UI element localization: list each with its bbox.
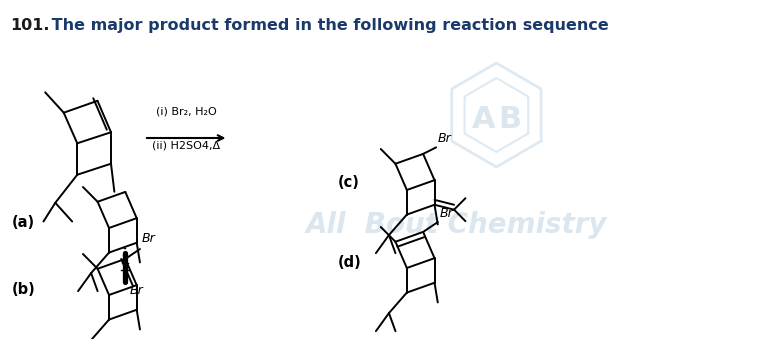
Text: (d): (d) xyxy=(337,255,361,270)
Text: B: B xyxy=(499,104,522,134)
Text: A: A xyxy=(472,104,495,134)
Text: (i) Br₂, H₂O: (i) Br₂, H₂O xyxy=(156,106,216,116)
Text: 101.: 101. xyxy=(10,18,50,33)
Text: All  Bout Chemistry: All Bout Chemistry xyxy=(306,211,607,239)
Text: Br: Br xyxy=(142,232,156,245)
Text: (c): (c) xyxy=(337,175,360,190)
Text: Br: Br xyxy=(130,284,144,297)
Text: Br: Br xyxy=(440,207,454,220)
Text: The major product formed in the following reaction sequence: The major product formed in the followin… xyxy=(46,18,608,33)
Text: (b): (b) xyxy=(12,282,36,297)
Text: Br: Br xyxy=(438,132,452,145)
Text: (ii) H2SO4,Δ: (ii) H2SO4,Δ xyxy=(152,140,220,150)
Text: (a): (a) xyxy=(12,215,35,230)
